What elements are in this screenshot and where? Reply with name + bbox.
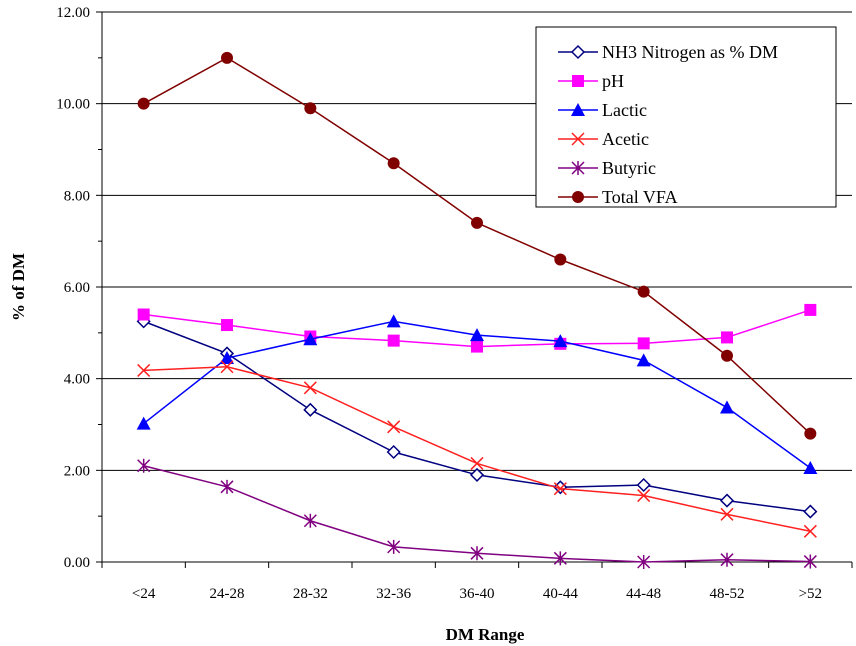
data-point <box>387 157 400 170</box>
data-point <box>220 351 234 365</box>
data-point <box>554 253 567 266</box>
data-point <box>553 334 568 348</box>
series-5 <box>137 51 817 440</box>
data-point <box>303 332 318 346</box>
y-tick-label: 12.00 <box>56 5 90 21</box>
series-2 <box>136 314 818 475</box>
data-point <box>637 285 650 298</box>
data-point <box>387 334 400 347</box>
data-point <box>636 353 651 367</box>
data-point <box>220 360 234 374</box>
legend-label: Lactic <box>602 100 647 120</box>
data-point <box>804 427 817 440</box>
legend-marker <box>571 161 585 175</box>
y-tick-label: 6.00 <box>64 280 90 296</box>
series-4 <box>137 458 817 569</box>
y-tick-label: 2.00 <box>64 463 90 479</box>
series-0 <box>136 314 818 519</box>
legend-label: NH3 Nitrogen as % DM <box>602 42 778 62</box>
legend-marker <box>570 44 586 60</box>
data-point <box>553 551 567 566</box>
data-point <box>137 97 150 110</box>
data-point <box>804 303 817 316</box>
data-point <box>803 461 818 475</box>
data-point <box>637 337 650 350</box>
legend-marker <box>571 103 585 116</box>
legend-marker <box>572 191 584 203</box>
legend-label: pH <box>602 71 624 91</box>
data-point <box>720 400 734 414</box>
data-point <box>637 555 651 569</box>
data-point <box>636 477 651 493</box>
data-point <box>721 349 733 362</box>
x-tick-label: <24 <box>132 586 156 602</box>
data-point <box>553 482 567 496</box>
data-point <box>136 416 151 430</box>
legend-box <box>535 26 837 208</box>
data-point <box>803 504 818 519</box>
x-tick-label: 24-28 <box>210 586 245 602</box>
data-point <box>720 507 734 521</box>
data-point <box>803 554 817 569</box>
data-point <box>470 546 484 561</box>
data-point <box>221 319 233 332</box>
x-tick-label: 32-36 <box>376 586 411 602</box>
series-lines <box>136 51 818 569</box>
legend-item: NH3 Nitrogen as % DM <box>558 42 778 62</box>
data-point <box>386 444 401 460</box>
data-point <box>137 458 151 473</box>
data-point <box>470 456 484 470</box>
data-point <box>470 328 484 342</box>
data-point <box>303 381 317 395</box>
data-point <box>221 51 233 64</box>
gridlines <box>102 11 852 471</box>
data-point <box>637 489 651 503</box>
x-tick-labels: <24 24-28 28-32 32-36 36-40 40-44 44-48 48-52 >5… <box>132 586 822 602</box>
legend-label: Acetic <box>602 129 649 149</box>
data-point <box>387 420 401 434</box>
data-point <box>137 308 150 321</box>
data-point <box>387 539 401 554</box>
x-tick-label: 28-32 <box>293 586 328 602</box>
x-tick-label: 40-44 <box>543 586 578 602</box>
y-tick-label: 0.00 <box>64 555 90 571</box>
legend-marker <box>572 75 584 87</box>
legend-item: Lactic <box>558 100 647 120</box>
data-point <box>386 314 401 328</box>
legend: NH3 Nitrogen as % DM pH Lactic Acetic Butyri… <box>535 26 837 208</box>
data-point <box>720 552 734 567</box>
x-tick-label: >52 <box>799 586 822 602</box>
data-point <box>304 102 317 115</box>
x-tick-label: 44-48 <box>626 586 661 602</box>
data-point <box>137 363 151 377</box>
legend-item: Butyric <box>558 158 656 178</box>
series-3 <box>137 360 817 538</box>
legend-item: Total VFA <box>558 187 678 207</box>
x-tick-label: 36-40 <box>460 586 495 602</box>
data-point <box>803 524 817 538</box>
y-tick-label: 4.00 <box>64 372 90 388</box>
data-point <box>471 216 483 229</box>
data-point <box>303 513 317 528</box>
legend-marker <box>571 132 585 146</box>
data-point <box>220 479 234 494</box>
data-point <box>719 493 735 508</box>
data-point <box>471 340 483 353</box>
legend-label: Total VFA <box>602 187 678 207</box>
y-tick-label: 10.00 <box>56 97 90 113</box>
legend-item: Acetic <box>558 129 649 149</box>
data-point <box>303 402 318 417</box>
data-point <box>469 467 485 482</box>
data-point <box>721 331 733 344</box>
y-tick-label: 8.00 <box>64 188 90 204</box>
series-1 <box>137 303 817 353</box>
x-axis-title: DM Range <box>446 625 525 644</box>
legend-label: Butyric <box>602 158 656 178</box>
y-axis-title: % of DM <box>9 253 28 321</box>
legend-item: pH <box>558 71 624 91</box>
y-tick-labels: 0.00 2.00 4.00 6.00 8.00 10.00 12.00 <box>56 5 90 571</box>
x-tick-label: 48-52 <box>710 586 745 602</box>
series-line <box>143 365 811 533</box>
